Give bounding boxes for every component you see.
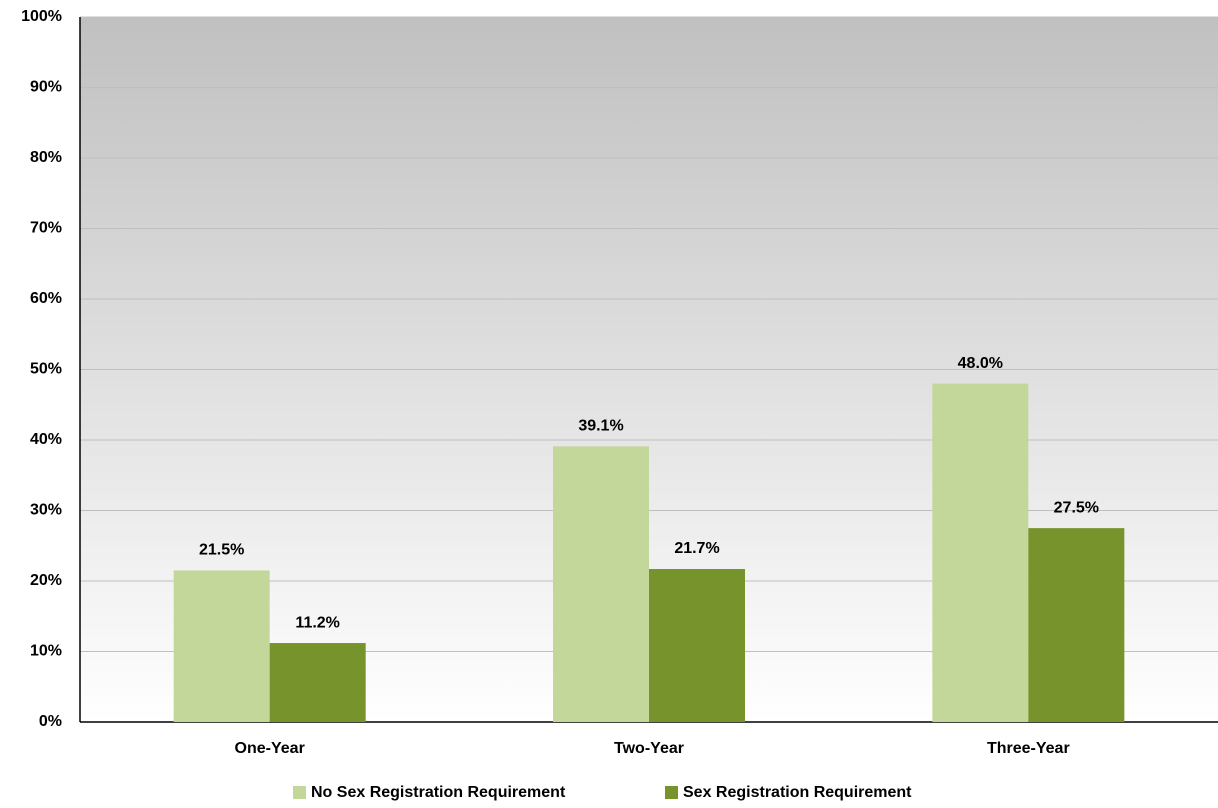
value-label: 48.0% [958,355,1003,372]
legend-swatch [665,786,678,799]
y-tick-label: 60% [30,290,62,307]
y-tick-label: 30% [30,502,62,519]
x-tick-label: Three-Year [987,740,1070,757]
value-label: 39.1% [578,418,623,435]
y-tick-label: 50% [30,361,62,378]
bar [269,643,366,722]
y-tick-label: 40% [30,431,62,448]
y-tick-label: 20% [30,572,62,589]
legend-label: No Sex Registration Requirement [311,784,566,801]
legend-swatch [293,786,306,799]
bar [932,383,1029,722]
y-tick-label: 0% [39,713,62,730]
y-tick-label: 10% [30,643,62,660]
value-label: 21.5% [199,542,244,559]
x-tick-label: Two-Year [614,740,684,757]
bar [1028,528,1125,722]
bar [173,570,270,722]
value-label: 27.5% [1054,499,1099,516]
bar [649,569,745,722]
value-label: 11.2% [295,614,339,631]
y-tick-label: 80% [30,149,62,166]
y-tick-label: 90% [30,79,62,96]
y-tick-label: 70% [30,220,62,237]
y-tick-label: 100% [21,8,62,25]
legend-label: Sex Registration Requirement [683,784,912,801]
value-label: 21.7% [674,540,719,557]
x-tick-label: One-Year [235,740,305,757]
bar [553,446,649,722]
